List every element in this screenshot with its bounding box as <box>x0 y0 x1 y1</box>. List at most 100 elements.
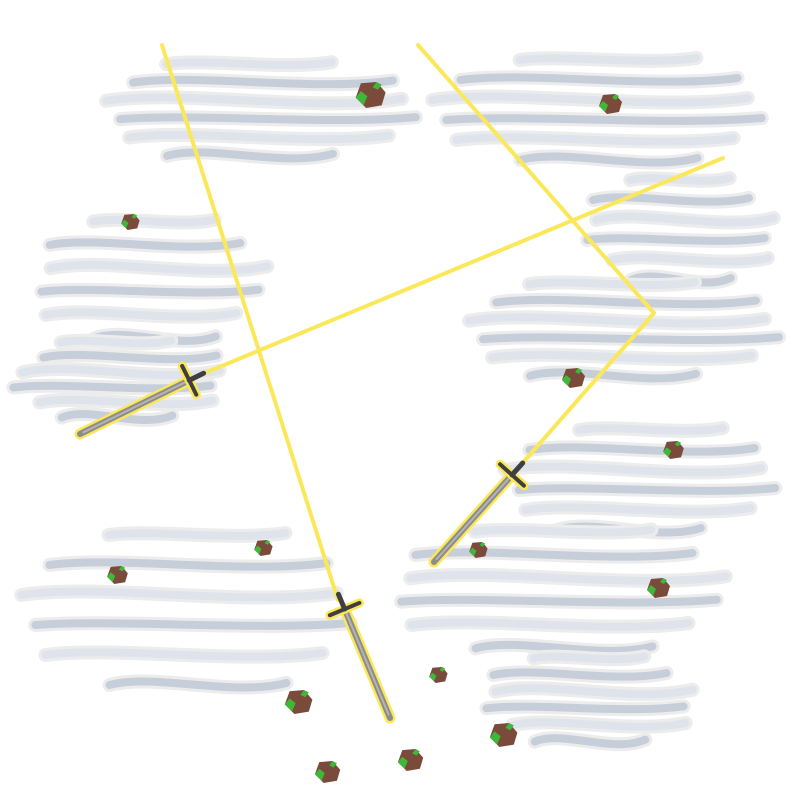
swords <box>74 361 529 724</box>
floating-rock <box>489 723 518 747</box>
sword-handle <box>509 460 526 478</box>
rock-moss <box>439 667 446 672</box>
rock-moss <box>663 447 672 458</box>
floating-rock <box>314 761 341 783</box>
wind-streak <box>489 668 671 681</box>
rock-moss <box>575 368 582 374</box>
wind-streak <box>608 253 772 266</box>
wind-cloud <box>462 275 786 386</box>
wind-streak <box>575 424 727 435</box>
rock-moss <box>660 578 667 584</box>
sword-right <box>428 459 529 568</box>
wind-streak <box>442 114 766 125</box>
wind-cloud <box>14 526 358 695</box>
wind-streak <box>529 652 649 664</box>
rock-moss <box>372 82 382 90</box>
rock-moss <box>469 547 477 557</box>
rock-moss <box>131 214 138 219</box>
wind-streak <box>104 529 290 540</box>
wind-streak <box>162 58 336 69</box>
light-beams <box>160 43 725 602</box>
floating-rocks <box>107 82 684 783</box>
rock-moss <box>429 672 437 682</box>
rock-moss <box>118 566 126 572</box>
floating-rock <box>284 690 313 714</box>
wind-streak <box>479 333 783 345</box>
floating-rock <box>107 566 128 584</box>
wind-streak <box>521 503 755 516</box>
wind-streak <box>105 677 291 692</box>
rock-moss <box>674 441 682 447</box>
wind-streak <box>515 54 701 65</box>
wind-streak <box>31 619 355 630</box>
beam-b <box>198 156 725 377</box>
wind-cloud <box>479 649 700 752</box>
wind-streak <box>592 212 778 227</box>
wind-streak <box>9 381 215 393</box>
rock-moss <box>254 545 262 555</box>
floating-rock <box>562 368 585 388</box>
wind-streak <box>525 278 699 289</box>
wind-streak <box>89 215 219 227</box>
sword-handle <box>335 591 348 612</box>
wind-streak <box>530 734 650 749</box>
beam-a <box>160 43 340 602</box>
rock-moss <box>397 756 408 769</box>
wind-streak <box>37 285 263 297</box>
sword-blade-core <box>343 608 390 716</box>
rock-moss <box>121 219 129 229</box>
rock-moss <box>489 731 501 745</box>
wind-streak <box>516 152 702 167</box>
wind-cloud <box>99 55 423 166</box>
rock-moss <box>284 698 296 712</box>
wind-streak <box>456 73 742 86</box>
wind-streak <box>163 148 337 163</box>
sword-blade-core <box>82 379 190 434</box>
wind-streak <box>626 174 734 185</box>
wind-streak <box>407 618 693 631</box>
wind-streak <box>589 193 753 206</box>
wind-streak <box>35 395 217 409</box>
wind-streak <box>46 260 272 275</box>
rock-moss <box>505 723 514 731</box>
wind-streak <box>39 350 221 364</box>
wind-streak <box>465 313 769 328</box>
wind-streak <box>41 648 327 661</box>
wind-streak <box>491 684 697 699</box>
wind-streak <box>125 130 393 144</box>
wind-streak <box>525 443 759 456</box>
wind-cloud <box>497 421 783 540</box>
rock-moss <box>479 542 486 547</box>
rock-moss <box>562 375 571 386</box>
wind-cloud <box>425 51 769 170</box>
rock-moss <box>264 540 271 545</box>
wind-streak <box>17 587 341 602</box>
wind-cloud <box>34 212 275 348</box>
wind-streak <box>41 308 241 321</box>
wind-streak <box>397 595 721 607</box>
wind-clouds <box>6 51 786 752</box>
wind-streak <box>526 368 700 383</box>
rock-moss <box>647 585 656 596</box>
floating-rock <box>599 94 622 114</box>
rock-moss <box>329 761 337 768</box>
floating-rock <box>355 82 386 108</box>
wind-streak <box>470 525 656 537</box>
rock-moss <box>300 690 309 698</box>
wind-streak <box>508 718 690 731</box>
floating-rock <box>397 749 424 771</box>
sword-left <box>74 361 207 440</box>
sword-bottom <box>325 591 396 724</box>
floating-rock <box>647 578 670 598</box>
wind-streak <box>411 548 697 561</box>
floating-rock <box>254 540 273 556</box>
rock-moss <box>412 749 420 756</box>
beam-c <box>416 43 656 468</box>
wind-streak <box>500 462 766 477</box>
floating-rock <box>121 214 140 230</box>
wind-streak <box>452 133 738 146</box>
wind-streak <box>471 640 657 655</box>
wind-streak <box>406 570 730 585</box>
rock-moss <box>314 768 325 781</box>
